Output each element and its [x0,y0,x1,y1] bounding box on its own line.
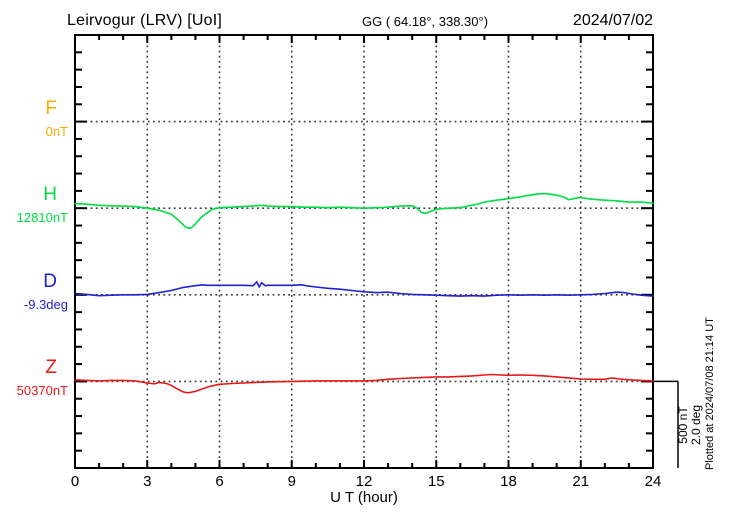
x-tick-label-21: 21 [572,473,589,490]
channel-baseline-value-H: 12810nT [16,210,68,226]
trace-Z [74,373,654,394]
trace-D [74,280,654,297]
channel-letter-Z: Z [45,357,57,379]
channel-letter-D: D [43,270,57,292]
scale-bar-label: 500 nT 2.0 deg [676,384,703,466]
channel-letter-F: F [45,97,57,119]
x-axis-label: U T (hour) [330,489,398,506]
x-tick-label-15: 15 [428,473,445,490]
scale-bar-label-deg: 2.0 deg [689,404,703,446]
plot-date: 2024/07/02 [572,12,653,29]
x-tick-label-0: 0 [71,473,79,490]
x-tick-label-12: 12 [356,473,373,490]
x-tick-label-24: 24 [645,473,662,490]
plot-title: Leirvogur (LRV) [UoI] [67,12,223,29]
channel-baseline-value-F: 0nT [45,123,68,139]
trace-H [74,192,654,230]
plotted-timestamp: Plotted at 2024/07/08 21:14 UT [704,317,716,470]
channel-letter-H: H [43,184,57,206]
channel-baseline-value-Z: 50370nT [16,383,68,399]
plot-border [74,34,654,469]
geographic-coordinates: GG ( 64.18°, 338.30°) [362,14,489,29]
x-tick-label-6: 6 [215,473,223,490]
channel-baseline-value-D: -9.3deg [23,296,68,312]
x-tick-label-9: 9 [288,473,296,490]
x-tick-label-3: 3 [143,473,151,490]
x-tick-label-18: 18 [500,473,517,490]
